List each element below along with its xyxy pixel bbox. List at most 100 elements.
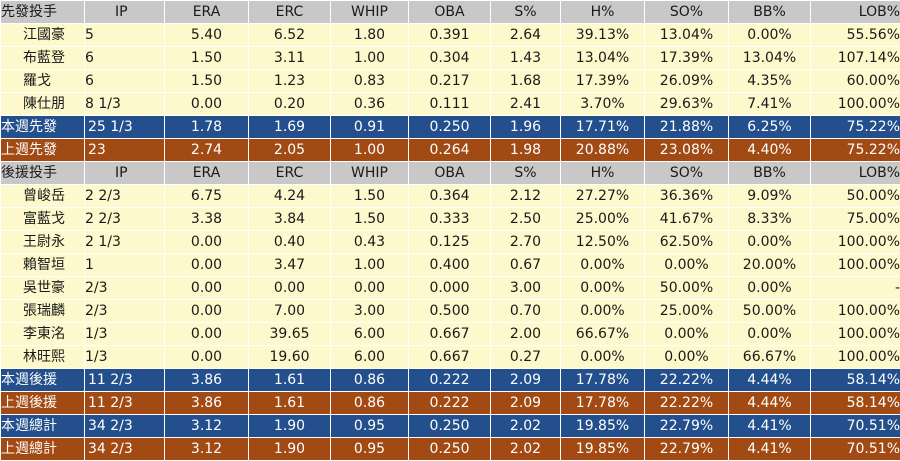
stat-cell: 0.67 bbox=[490, 253, 561, 277]
stat-cell: 4.41% bbox=[728, 414, 811, 438]
stat-cell: 34 2/3 bbox=[84, 437, 165, 461]
column-header-cell: SO% bbox=[644, 161, 729, 185]
column-header-cell: LOB% bbox=[810, 0, 900, 24]
stat-cell: 3.86 bbox=[164, 368, 249, 392]
stat-cell: 50.00% bbox=[644, 276, 729, 300]
stat-cell: 1.68 bbox=[490, 69, 561, 93]
stat-cell: 1.43 bbox=[490, 46, 561, 70]
stat-cell: - bbox=[810, 276, 900, 300]
column-header-cell: BB% bbox=[728, 161, 811, 185]
stat-cell: 0.364 bbox=[408, 184, 491, 208]
last-week-summary-row: 上週後援 11 2/3 3.86 1.61 0.86 0.222 2.09 17.78% 22.… bbox=[0, 391, 900, 415]
pitcher-name-cell: 曾峻岳 bbox=[0, 184, 85, 208]
stat-cell: 2.05 bbox=[248, 138, 331, 162]
stat-cell: 0.27 bbox=[490, 345, 561, 369]
stat-cell: 3.70% bbox=[560, 92, 645, 116]
stat-cell: 1.00 bbox=[330, 253, 409, 277]
stat-cell: 0.222 bbox=[408, 368, 491, 392]
stat-cell: 19.60 bbox=[248, 345, 331, 369]
pitcher-name-cell: 賴智垣 bbox=[0, 253, 85, 277]
stat-cell: 4.41% bbox=[728, 437, 811, 461]
stat-cell: 0.86 bbox=[330, 391, 409, 415]
stat-cell: 75.22% bbox=[810, 138, 900, 162]
stat-cell: 107.14% bbox=[810, 46, 900, 70]
stat-cell: 1/3 bbox=[84, 345, 165, 369]
pitcher-name-cell: 陳仕朋 bbox=[0, 92, 85, 116]
stat-cell: 1.23 bbox=[248, 69, 331, 93]
stat-cell: 39.65 bbox=[248, 322, 331, 346]
stat-cell: 5.40 bbox=[164, 23, 249, 47]
stat-cell: 3.38 bbox=[164, 207, 249, 231]
pitcher-name-cell: 羅戈 bbox=[0, 69, 85, 93]
pitcher-row: 王尉永 2 1/3 0.00 0.40 0.43 0.125 2.70 12.50% 62.50… bbox=[0, 230, 900, 254]
stat-cell: 0.217 bbox=[408, 69, 491, 93]
stat-cell: 0.250 bbox=[408, 414, 491, 438]
stat-cell: 0.00% bbox=[560, 253, 645, 277]
stat-cell: 0.00% bbox=[728, 322, 811, 346]
summary-label-cell: 上週後援 bbox=[0, 391, 85, 415]
pitcher-row: 曾峻岳 2 2/3 6.75 4.24 1.50 0.364 2.12 27.27% 36.36… bbox=[0, 184, 900, 208]
stat-cell: 0.00 bbox=[248, 276, 331, 300]
stat-cell: 0.86 bbox=[330, 368, 409, 392]
stat-cell: 1.61 bbox=[248, 368, 331, 392]
stat-cell: 0.391 bbox=[408, 23, 491, 47]
stat-cell: 0.00% bbox=[644, 322, 729, 346]
pitcher-row: 賴智垣 1 0.00 3.47 1.00 0.400 0.67 0.00% 0.00% 20.00… bbox=[0, 253, 900, 277]
group-header-cell: 先發投手 bbox=[0, 0, 85, 24]
stat-cell: 9.09% bbox=[728, 184, 811, 208]
pitcher-row: 富藍戈 2 2/3 3.38 3.84 1.50 0.333 2.50 25.00% 41.67… bbox=[0, 207, 900, 231]
stat-cell: 0.00% bbox=[728, 230, 811, 254]
stat-cell: 75.22% bbox=[810, 115, 900, 139]
stat-cell: 3.00 bbox=[330, 299, 409, 323]
stat-cell: 34 2/3 bbox=[84, 414, 165, 438]
stat-cell: 0.400 bbox=[408, 253, 491, 277]
column-header-cell: H% bbox=[560, 0, 645, 24]
stat-cell: 0.125 bbox=[408, 230, 491, 254]
stat-cell: 2 2/3 bbox=[84, 207, 165, 231]
column-header-cell: LOB% bbox=[810, 161, 900, 185]
stat-cell: 0.36 bbox=[330, 92, 409, 116]
stat-cell: 11 2/3 bbox=[84, 368, 165, 392]
summary-label-cell: 本週總計 bbox=[0, 414, 85, 438]
column-header-cell: ERA bbox=[164, 0, 249, 24]
stat-cell: 3.00 bbox=[490, 276, 561, 300]
stat-cell: 50.00% bbox=[810, 184, 900, 208]
stat-cell: 22.22% bbox=[644, 368, 729, 392]
stat-cell: 2.02 bbox=[490, 414, 561, 438]
stat-cell: 0.333 bbox=[408, 207, 491, 231]
stat-cell: 1/3 bbox=[84, 322, 165, 346]
stat-cell: 1.50 bbox=[164, 69, 249, 93]
stat-cell: 6.25% bbox=[728, 115, 811, 139]
stat-cell: 7.00 bbox=[248, 299, 331, 323]
stat-cell: 19.85% bbox=[560, 437, 645, 461]
column-header-cell: WHIP bbox=[330, 161, 409, 185]
stat-cell: 0.20 bbox=[248, 92, 331, 116]
stat-cell: 2.00 bbox=[490, 322, 561, 346]
stat-cell: 0.00 bbox=[164, 276, 249, 300]
stat-cell: 0.222 bbox=[408, 391, 491, 415]
stat-cell: 60.00% bbox=[810, 69, 900, 93]
stat-cell: 2.02 bbox=[490, 437, 561, 461]
column-header-cell: IP bbox=[84, 0, 165, 24]
summary-label-cell: 本週先發 bbox=[0, 115, 85, 139]
stat-cell: 0.111 bbox=[408, 92, 491, 116]
pitcher-row: 陳仕朋 8 1/3 0.00 0.20 0.36 0.111 2.41 3.70% 29.63%… bbox=[0, 92, 900, 116]
stat-cell: 0.43 bbox=[330, 230, 409, 254]
stat-cell: 0.00% bbox=[728, 276, 811, 300]
stat-cell: 1.50 bbox=[330, 207, 409, 231]
stat-cell: 4.35% bbox=[728, 69, 811, 93]
column-header-cell: WHIP bbox=[330, 0, 409, 24]
stat-cell: 0.000 bbox=[408, 276, 491, 300]
stat-cell: 22.22% bbox=[644, 391, 729, 415]
stat-cell: 27.27% bbox=[560, 184, 645, 208]
stat-cell: 6.52 bbox=[248, 23, 331, 47]
stat-cell: 41.67% bbox=[644, 207, 729, 231]
stat-cell: 11 2/3 bbox=[84, 391, 165, 415]
stat-cell: 3.86 bbox=[164, 391, 249, 415]
pitcher-row: 李東洺 1/3 0.00 39.65 6.00 0.667 2.00 66.67% 0.00% 0… bbox=[0, 322, 900, 346]
stat-cell: 66.67% bbox=[728, 345, 811, 369]
stat-cell: 0.95 bbox=[330, 437, 409, 461]
last-week-summary-row: 上週先發 23 2.74 2.05 1.00 0.264 1.98 20.88% 23.08% 4… bbox=[0, 138, 900, 162]
stat-cell: 100.00% bbox=[810, 322, 900, 346]
